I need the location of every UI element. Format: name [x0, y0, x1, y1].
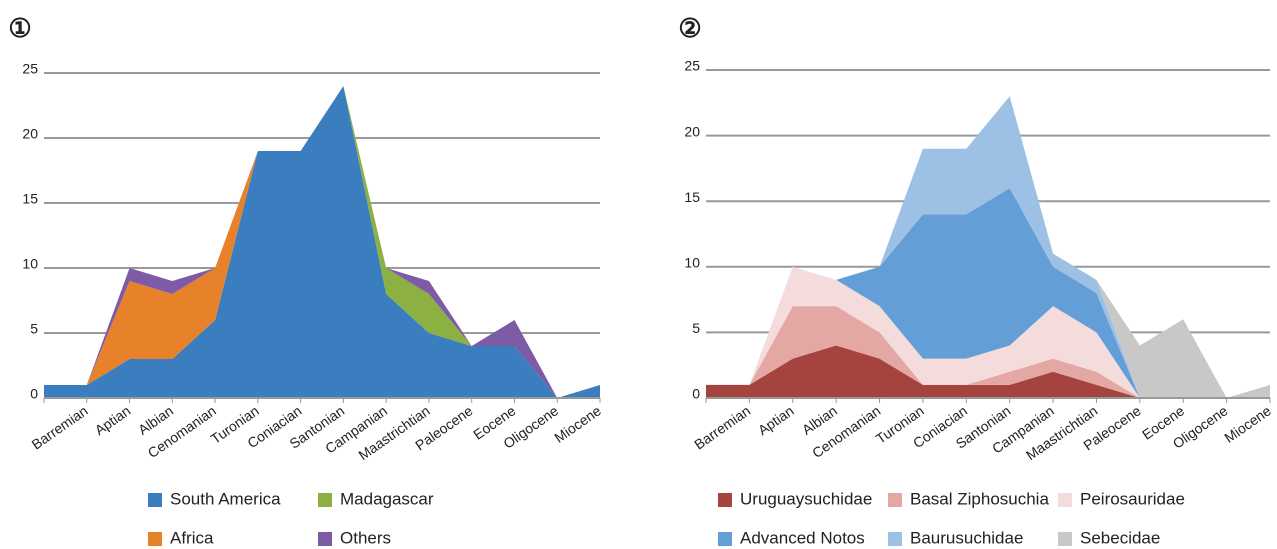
y-tick-label: 15	[684, 189, 700, 205]
legend-swatch	[888, 532, 902, 546]
legend-swatch	[318, 532, 332, 546]
legend-swatch	[318, 493, 332, 507]
legend-label: Madagascar	[340, 489, 434, 508]
legend-swatch	[1058, 493, 1072, 507]
x-tick-label: Miocene	[1221, 402, 1274, 446]
x-tick-label: Miocene	[551, 402, 604, 446]
x-tick-label: Barremian	[691, 402, 753, 452]
legend-label: Baurusuchidae	[910, 528, 1023, 547]
area	[706, 188, 1270, 398]
x-tick-label: Barremian	[29, 402, 91, 452]
legend-label: South America	[170, 489, 281, 508]
area	[44, 86, 600, 398]
legend-label: Basal Ziphosuchia	[910, 489, 1049, 508]
legend-swatch	[1058, 532, 1072, 546]
y-tick-label: 5	[692, 320, 700, 336]
legend-label: Others	[340, 528, 391, 547]
y-tick-label: 20	[684, 123, 700, 139]
y-tick-label: 10	[22, 256, 38, 272]
legend-swatch	[888, 493, 902, 507]
y-tick-label: 20	[22, 126, 38, 142]
y-tick-label: 25	[22, 61, 38, 77]
x-tick-label: Aptian	[755, 402, 797, 438]
legend-label: Sebecidae	[1080, 528, 1160, 547]
y-tick-label: 0	[30, 386, 38, 402]
x-tick-label: Aptian	[92, 402, 134, 438]
legend-label: Advanced Notos	[740, 528, 865, 547]
legend-swatch	[718, 493, 732, 507]
area	[706, 266, 1270, 398]
legend-label: Peirosauridae	[1080, 489, 1185, 508]
y-tick-label: 25	[684, 58, 700, 74]
legend-swatch	[718, 532, 732, 546]
legend-swatch	[148, 532, 162, 546]
chart-number: ①	[8, 13, 31, 43]
y-tick-label: 10	[684, 255, 700, 271]
area	[706, 345, 1270, 398]
y-tick-label: 0	[692, 386, 700, 402]
y-tick-label: 5	[30, 321, 38, 337]
area	[44, 86, 600, 398]
legend-label: Africa	[170, 528, 214, 547]
area	[706, 96, 1270, 399]
legend-label: Uruguaysuchidae	[740, 489, 872, 508]
y-tick-label: 15	[22, 191, 38, 207]
area	[706, 306, 1270, 398]
chart-number: ②	[678, 13, 701, 43]
legend-swatch	[148, 493, 162, 507]
